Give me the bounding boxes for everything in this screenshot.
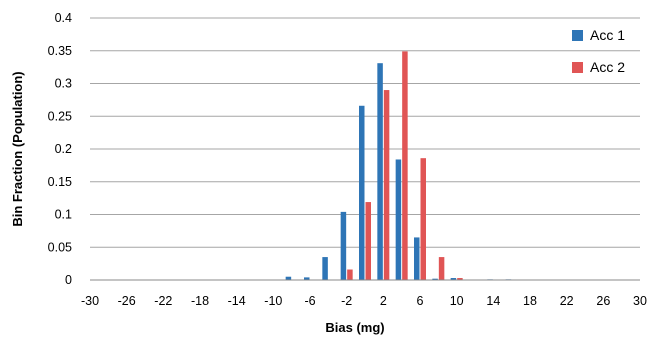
bar-acc-2 xyxy=(402,51,408,280)
x-tick-label: -26 xyxy=(118,294,136,308)
bar-acc-2 xyxy=(347,270,353,280)
legend-swatch xyxy=(572,62,583,73)
x-tick-label: 14 xyxy=(486,294,500,308)
bar-acc-1 xyxy=(396,159,402,280)
bar-acc-1 xyxy=(341,212,347,280)
x-tick-label: -22 xyxy=(154,294,172,308)
x-tick-label: -10 xyxy=(264,294,282,308)
y-tick-label: 0.15 xyxy=(48,175,72,189)
x-axis-title: Bias (mg) xyxy=(325,320,384,335)
x-tick-label: 6 xyxy=(417,294,424,308)
x-tick-label: -6 xyxy=(304,294,315,308)
bar-acc-1 xyxy=(322,257,328,280)
y-tick-label: 0.25 xyxy=(48,109,72,123)
bar-acc-1 xyxy=(414,237,420,280)
legend-swatch xyxy=(572,30,583,41)
bar-acc-1 xyxy=(359,106,365,280)
x-tick-label: 2 xyxy=(380,294,387,308)
x-tick-label: 26 xyxy=(596,294,610,308)
bar-acc-2 xyxy=(439,257,445,280)
y-tick-labels: 0 0.05 0.1 0.15 0.2 0.25 0.3 0.35 0.4 xyxy=(48,11,72,287)
y-tick-label: 0.2 xyxy=(55,142,72,156)
x-tick-label: -14 xyxy=(228,294,246,308)
x-tick-label: 30 xyxy=(633,294,647,308)
x-tick-label: 18 xyxy=(523,294,537,308)
bar-acc-2 xyxy=(366,202,372,280)
x-tick-label: 22 xyxy=(560,294,574,308)
x-tick-label: -2 xyxy=(341,294,352,308)
x-tick-labels: -30 -26 -22 -18 -14 -10 -6 -2 2 6 10 14 18 22 26 30 xyxy=(81,294,647,308)
y-tick-label: 0.1 xyxy=(55,208,72,222)
bar-acc-2 xyxy=(384,90,390,280)
y-tick-label: 0.05 xyxy=(48,240,72,254)
bar-acc-1 xyxy=(377,63,383,280)
y-axis-title: Bin Fraction (Population) xyxy=(10,71,25,226)
y-tick-label: 0.35 xyxy=(48,44,72,58)
y-tick-label: 0.4 xyxy=(55,11,72,25)
bar-acc-2 xyxy=(421,158,427,280)
y-tick-label: 0 xyxy=(65,273,72,287)
y-tick-label: 0.3 xyxy=(55,77,72,91)
x-tick-label: 10 xyxy=(450,294,464,308)
bars xyxy=(286,51,512,280)
x-tick-label: -18 xyxy=(191,294,209,308)
gridlines xyxy=(90,18,640,247)
legend-label: Acc 1 xyxy=(590,27,625,43)
x-tick-label: -30 xyxy=(81,294,99,308)
legend-label: Acc 2 xyxy=(590,59,625,75)
